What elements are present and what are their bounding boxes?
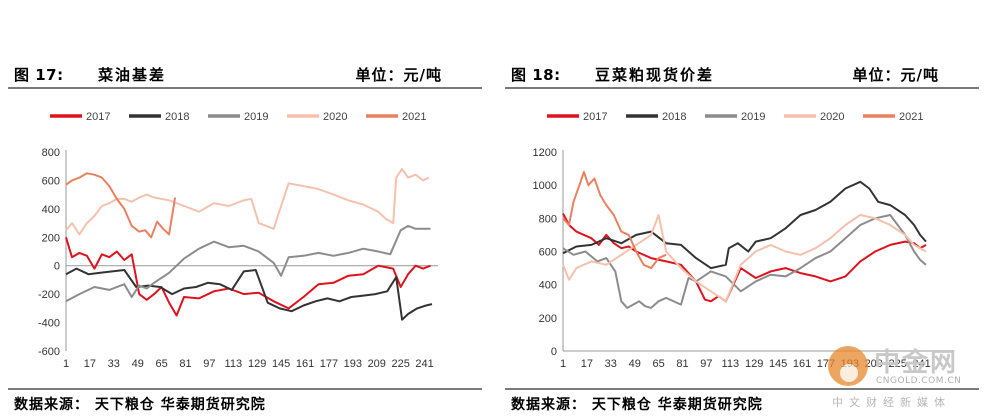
figure-header: 图 18: 豆菜粕现货价差 单位：元/吨 bbox=[505, 60, 979, 88]
x-tick-label: 97 bbox=[700, 358, 712, 370]
legend-label: 2020 bbox=[323, 111, 347, 123]
series-line-2018 bbox=[562, 180, 927, 270]
x-tick-label: 241 bbox=[415, 358, 433, 370]
series-line-2017 bbox=[65, 237, 431, 317]
y-tick-label: 200 bbox=[539, 313, 557, 325]
legend-label: 2018 bbox=[165, 111, 189, 123]
legend-label: 2018 bbox=[662, 111, 686, 123]
soy-rapeseed-meal-spread-chart: 2017 2018 2019 2020 202102004006008001000120… bbox=[533, 111, 935, 370]
figure-unit: 单位：元/吨 bbox=[852, 66, 939, 84]
x-tick-label: 49 bbox=[132, 358, 144, 370]
x-tick-label: 193 bbox=[344, 358, 362, 370]
x-tick-label: 129 bbox=[745, 358, 763, 370]
legend-label: 2019 bbox=[741, 111, 765, 123]
figure-unit: 单位：元/吨 bbox=[355, 66, 442, 84]
y-tick-label: 400 bbox=[42, 204, 60, 216]
x-tick-label: 209 bbox=[865, 358, 883, 370]
figure-number: 图 18: bbox=[511, 66, 561, 84]
x-tick-label: 33 bbox=[108, 358, 120, 370]
legend-label: 2019 bbox=[244, 111, 268, 123]
y-tick-label: 800 bbox=[539, 213, 557, 225]
x-tick-label: 65 bbox=[155, 358, 167, 370]
x-tick-label: 65 bbox=[652, 358, 664, 370]
x-tick-label: 1 bbox=[63, 358, 69, 370]
data-source: 数据来源： 天下粮仓 华泰期货研究院 bbox=[511, 397, 763, 413]
x-tick-label: 241 bbox=[912, 358, 930, 370]
x-tick-label: 129 bbox=[248, 358, 266, 370]
y-tick-label: -400 bbox=[38, 318, 60, 330]
x-tick-label: 145 bbox=[272, 358, 290, 370]
x-tick-label: 209 bbox=[368, 358, 386, 370]
figure-number: 图 17: bbox=[14, 66, 64, 84]
series-line-2019 bbox=[562, 214, 927, 309]
legend-label: 2020 bbox=[820, 111, 844, 123]
x-tick-label: 225 bbox=[888, 358, 906, 370]
y-tick-label: 0 bbox=[54, 261, 60, 273]
footer-rule bbox=[8, 388, 482, 390]
watermark-tagline: 中文财经新媒体 bbox=[832, 396, 951, 409]
y-tick-label: -600 bbox=[38, 346, 60, 358]
figure-panel-right: 图 18: 豆菜粕现货价差 单位：元/吨 2017 2018 2019 2020 202… bbox=[505, 0, 979, 416]
y-tick-label: 800 bbox=[42, 147, 60, 159]
x-tick-label: 113 bbox=[225, 358, 243, 370]
legend: 2017 2018 2019 2020 2021 bbox=[50, 111, 426, 123]
y-tick-label: 1000 bbox=[533, 180, 557, 192]
x-tick-label: 49 bbox=[629, 358, 641, 370]
watermark-name: 中金网 bbox=[874, 348, 959, 378]
x-tick-label: 1 bbox=[560, 358, 566, 370]
y-tick-label: 600 bbox=[42, 175, 60, 187]
y-tick-label: 600 bbox=[539, 247, 557, 259]
footer-rule bbox=[505, 388, 979, 390]
x-tick-label: 81 bbox=[179, 358, 191, 370]
series-line-2021 bbox=[65, 172, 177, 239]
x-tick-label: 225 bbox=[391, 358, 409, 370]
x-tick-label: 177 bbox=[320, 358, 338, 370]
x-tick-label: 81 bbox=[676, 358, 688, 370]
figure-title: 豆菜粕现货价差 bbox=[595, 66, 715, 84]
figure-panel-left: 图 17: 菜油基差 单位：元/吨 2017 2018 2019 2020 2021 -6… bbox=[8, 0, 482, 416]
y-tick-label: 0 bbox=[551, 346, 557, 358]
x-tick-label: 161 bbox=[793, 358, 811, 370]
legend-label: 2021 bbox=[899, 111, 923, 123]
series-line-2021 bbox=[562, 170, 667, 270]
series-line-2020 bbox=[562, 214, 927, 303]
data-source: 数据来源： 天下粮仓 华泰期货研究院 bbox=[14, 397, 266, 413]
y-tick-label: -200 bbox=[38, 289, 60, 301]
watermark-url: CNGOLD.COM.CN bbox=[876, 376, 962, 386]
header-rule bbox=[8, 87, 482, 89]
legend-label: 2017 bbox=[583, 111, 607, 123]
x-tick-label: 113 bbox=[722, 358, 740, 370]
x-tick-label: 17 bbox=[84, 358, 96, 370]
y-tick-label: 400 bbox=[539, 280, 557, 292]
logo-circle-icon bbox=[828, 346, 868, 386]
figure-header: 图 17: 菜油基差 单位：元/吨 bbox=[8, 60, 482, 88]
legend-label: 2021 bbox=[402, 111, 426, 123]
rapeseed-oil-basis-chart: 2017 2018 2019 2020 2021 -600 -400 -200 0 200 400 6… bbox=[38, 111, 438, 370]
y-tick-label: 1200 bbox=[533, 147, 557, 159]
legend: 2017 2018 2019 2020 2021 bbox=[547, 111, 923, 123]
watermark-logo: 中金网 CNGOLD.COM.CN 中文财经新媒体 bbox=[828, 340, 978, 416]
header-rule bbox=[505, 87, 979, 89]
legend-label: 2017 bbox=[86, 111, 110, 123]
x-tick-label: 33 bbox=[605, 358, 617, 370]
series-line-2018 bbox=[65, 267, 433, 321]
figure-title: 菜油基差 bbox=[98, 66, 167, 84]
x-tick-label: 17 bbox=[581, 358, 593, 370]
y-tick-label: 200 bbox=[42, 232, 60, 244]
series-line-2020 bbox=[65, 168, 430, 236]
x-tick-label: 97 bbox=[203, 358, 215, 370]
series-line-2019 bbox=[65, 224, 431, 303]
x-tick-label: 145 bbox=[769, 358, 787, 370]
x-tick-label: 161 bbox=[296, 358, 314, 370]
